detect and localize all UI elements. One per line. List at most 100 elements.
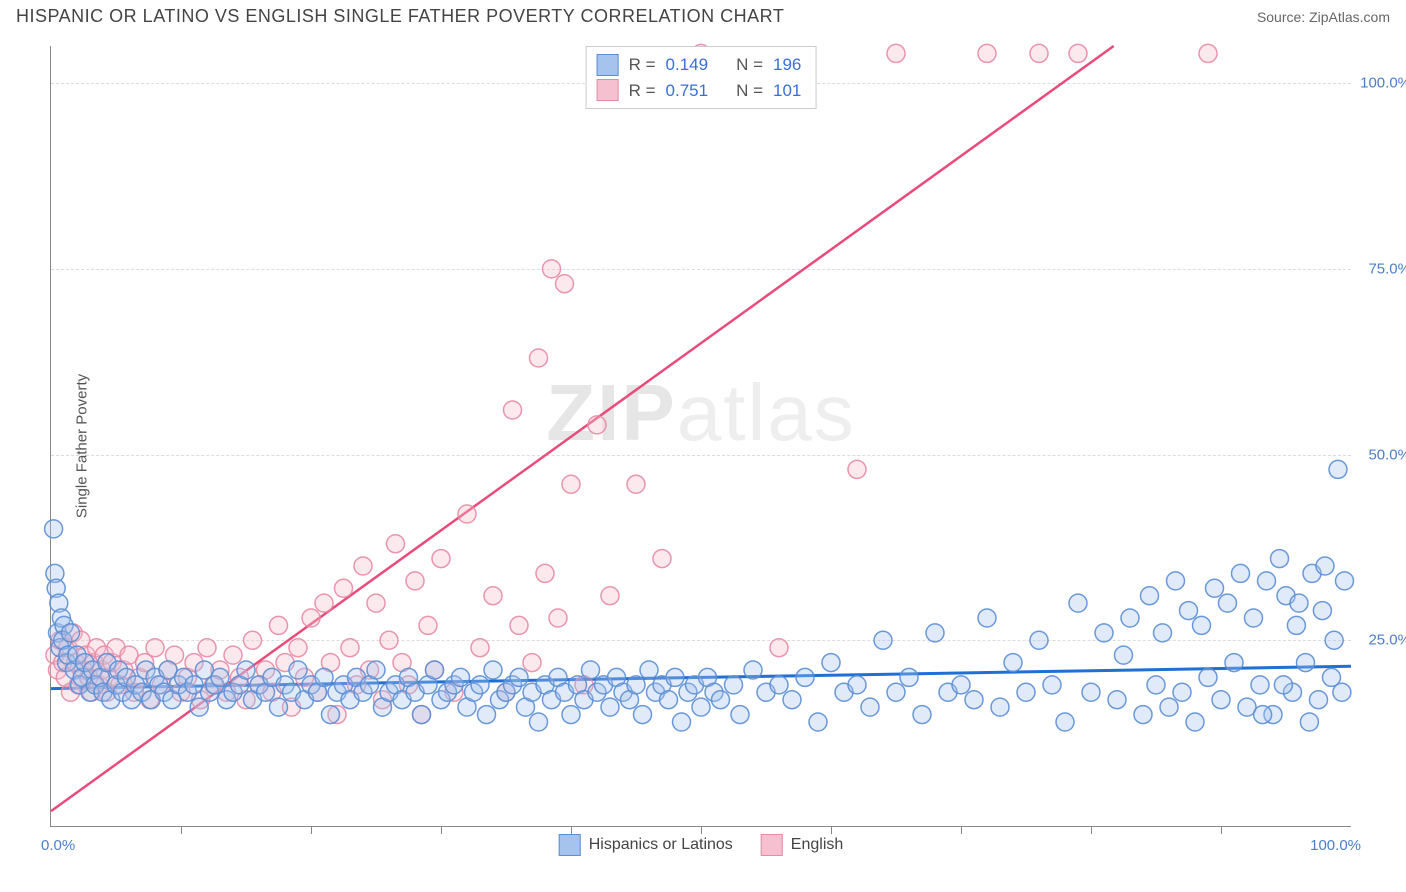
english-point bbox=[458, 505, 476, 523]
english-point bbox=[1030, 44, 1048, 62]
english-point bbox=[530, 349, 548, 367]
hispanic-point bbox=[237, 661, 255, 679]
english-point bbox=[588, 416, 606, 434]
hispanic-point bbox=[452, 668, 470, 686]
hispanic-point bbox=[1199, 668, 1217, 686]
hispanic-point bbox=[1017, 683, 1035, 701]
x-tick bbox=[1221, 826, 1222, 834]
hispanic-point bbox=[887, 683, 905, 701]
x-axis-min-label: 0.0% bbox=[41, 837, 75, 854]
hispanic-point bbox=[809, 713, 827, 731]
english-point bbox=[1069, 44, 1087, 62]
english-point bbox=[367, 594, 385, 612]
hispanic-point bbox=[991, 698, 1009, 716]
english-point bbox=[387, 535, 405, 553]
english-point bbox=[1199, 44, 1217, 62]
hispanic-point bbox=[634, 706, 652, 724]
hispanic-point bbox=[1186, 713, 1204, 731]
hispanic-point bbox=[725, 676, 743, 694]
english-point bbox=[432, 550, 450, 568]
hispanic-point bbox=[1069, 594, 1087, 612]
english-point bbox=[302, 609, 320, 627]
hispanic-point bbox=[1290, 594, 1308, 612]
hispanic-point bbox=[1325, 631, 1343, 649]
english-point bbox=[601, 587, 619, 605]
y-tick-label: 25.0% bbox=[1356, 632, 1406, 649]
english-point bbox=[484, 587, 502, 605]
hispanic-point bbox=[770, 676, 788, 694]
english-point bbox=[653, 550, 671, 568]
hispanic-point bbox=[1254, 706, 1272, 724]
english-point bbox=[549, 609, 567, 627]
hispanic-point bbox=[211, 668, 229, 686]
y-tick-label: 100.0% bbox=[1356, 75, 1406, 92]
hispanic-point bbox=[582, 661, 600, 679]
hispanic-point bbox=[874, 631, 892, 649]
hispanic-point bbox=[1251, 676, 1269, 694]
hispanic-point bbox=[413, 706, 431, 724]
hispanic-point bbox=[1043, 676, 1061, 694]
english-point bbox=[887, 44, 905, 62]
hispanic-point bbox=[315, 668, 333, 686]
hispanic-point bbox=[731, 706, 749, 724]
hispanic-point bbox=[1004, 654, 1022, 672]
hispanic-point bbox=[45, 520, 63, 538]
hispanic-point bbox=[1030, 631, 1048, 649]
hispanic-point bbox=[471, 676, 489, 694]
x-tick bbox=[1091, 826, 1092, 834]
legend-item-hispanic: Hispanics or Latinos bbox=[559, 834, 733, 856]
hispanic-point bbox=[1134, 706, 1152, 724]
swatch-english bbox=[597, 79, 619, 101]
hispanic-point bbox=[1141, 587, 1159, 605]
hispanic-point bbox=[822, 654, 840, 672]
hispanic-point bbox=[1167, 572, 1185, 590]
hispanic-point bbox=[1232, 564, 1250, 582]
hispanic-point bbox=[848, 676, 866, 694]
hispanic-point bbox=[1193, 616, 1211, 634]
hispanic-point bbox=[1154, 624, 1172, 642]
english-point bbox=[543, 260, 561, 278]
x-tick bbox=[831, 826, 832, 834]
hispanic-point bbox=[601, 698, 619, 716]
hispanic-point bbox=[1297, 654, 1315, 672]
hispanic-point bbox=[367, 661, 385, 679]
hispanic-point bbox=[1095, 624, 1113, 642]
hispanic-point bbox=[965, 691, 983, 709]
hispanic-point bbox=[1108, 691, 1126, 709]
hispanic-point bbox=[1121, 609, 1139, 627]
hispanic-point bbox=[1173, 683, 1191, 701]
y-tick-label: 75.0% bbox=[1356, 260, 1406, 277]
x-axis-max-label: 100.0% bbox=[1310, 837, 1361, 854]
plot-area: ZIPatlas R = 0.149 N = 196 R = 0.751 N =… bbox=[50, 46, 1351, 827]
hispanic-point bbox=[1274, 676, 1292, 694]
hispanic-point bbox=[1333, 683, 1351, 701]
hispanic-point bbox=[1336, 572, 1354, 590]
english-point bbox=[978, 44, 996, 62]
hispanic-point bbox=[1212, 691, 1230, 709]
source-attribution: Source: ZipAtlas.com bbox=[1257, 9, 1390, 25]
english-point bbox=[354, 557, 372, 575]
hispanic-point bbox=[1329, 460, 1347, 478]
hispanic-point bbox=[484, 661, 502, 679]
y-tick-label: 50.0% bbox=[1356, 446, 1406, 463]
english-point bbox=[627, 475, 645, 493]
english-point bbox=[419, 616, 437, 634]
english-point bbox=[270, 616, 288, 634]
hispanic-point bbox=[1219, 594, 1237, 612]
english-point bbox=[289, 639, 307, 657]
english-point bbox=[198, 639, 216, 657]
hispanic-point bbox=[1225, 654, 1243, 672]
english-point bbox=[341, 639, 359, 657]
english-point bbox=[510, 616, 528, 634]
english-point bbox=[406, 572, 424, 590]
stats-row-english: R = 0.751 N = 101 bbox=[597, 78, 802, 104]
english-point bbox=[146, 639, 164, 657]
hispanic-point bbox=[666, 668, 684, 686]
hispanic-point bbox=[692, 698, 710, 716]
hispanic-point bbox=[744, 661, 762, 679]
stats-row-hispanic: R = 0.149 N = 196 bbox=[597, 52, 802, 78]
english-point bbox=[848, 460, 866, 478]
english-point bbox=[536, 564, 554, 582]
hispanic-point bbox=[783, 691, 801, 709]
hispanic-point bbox=[913, 706, 931, 724]
